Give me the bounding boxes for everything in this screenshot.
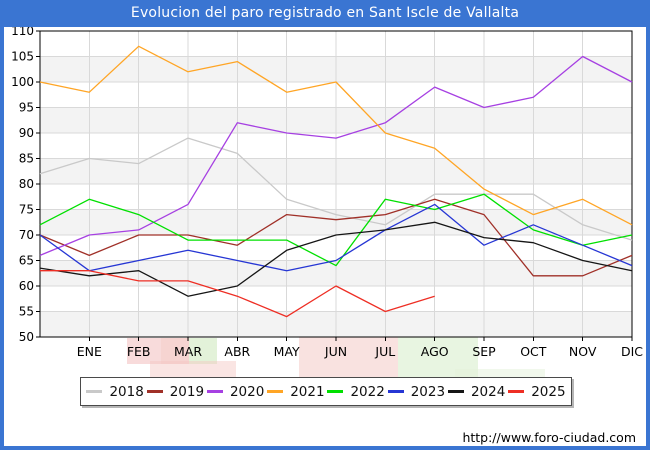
- legend-label-2025: 2025: [531, 383, 566, 400]
- y-axis-label: 60: [19, 279, 34, 293]
- x-axis-label: DIC: [621, 344, 643, 359]
- y-axis-label: 55: [19, 305, 34, 319]
- legend-item-2021: 2021: [267, 383, 325, 400]
- watermark-patch: [299, 337, 398, 378]
- series-line-2025: [40, 270, 435, 318]
- footer-url[interactable]: http://www.foro-ciudad.com: [462, 430, 636, 445]
- x-axis-label: FEB: [127, 344, 151, 359]
- legend-swatch-2024: [447, 390, 464, 393]
- legend-item-2025: 2025: [508, 383, 566, 400]
- x-axis-label: SEP: [472, 344, 496, 359]
- legend-label-2018: 2018: [109, 383, 144, 400]
- y-axis-label: 95: [19, 101, 34, 115]
- y-axis-label: 85: [19, 152, 34, 166]
- legend-swatch-2022: [327, 390, 344, 393]
- x-axis-label: JUN: [324, 344, 347, 359]
- series-line-2022: [39, 193, 633, 267]
- x-axis-label: ENE: [77, 344, 102, 359]
- watermark-patch: [161, 338, 189, 364]
- series-line-2024: [39, 221, 633, 297]
- legend-item-2020: 2020: [206, 383, 265, 400]
- legend-label-2020: 2020: [229, 383, 265, 400]
- series-line-2023: [39, 203, 633, 272]
- y-axis-label: 100: [11, 75, 34, 89]
- legend-swatch-2025: [508, 390, 525, 393]
- legend-swatch-2021: [267, 390, 284, 393]
- legend-swatch-2018: [86, 390, 103, 393]
- x-axis-label: OCT: [520, 344, 547, 359]
- legend-item-2019: 2019: [146, 383, 205, 400]
- title-bar: Evolucion del paro registrado en Sant Is…: [0, 0, 650, 27]
- series-line-2021: [39, 45, 633, 226]
- legend-label-2021: 2021: [290, 383, 325, 400]
- legend-label-2023: 2023: [410, 383, 446, 400]
- x-axis-label: JUL: [374, 344, 395, 359]
- legend-label-2024: 2024: [470, 383, 506, 400]
- watermark-patch: [189, 338, 217, 364]
- legend-label-2019: 2019: [169, 383, 205, 400]
- y-axis-label: 110: [11, 24, 34, 38]
- x-axis-label: NOV: [569, 344, 597, 359]
- y-axis-label: 50: [19, 330, 34, 344]
- watermark-patch: [127, 338, 161, 364]
- series-line-2018: [39, 137, 633, 241]
- chart-title: Evolucion del paro registrado en Sant Is…: [130, 5, 520, 21]
- watermark-patch: [455, 369, 545, 378]
- x-axis-label: ABR: [224, 344, 250, 359]
- legend-swatch-2019: [146, 390, 163, 393]
- legend-item-2022: 2022: [327, 383, 385, 400]
- series-line-2020: [39, 55, 633, 257]
- legend-item-2018: 2018: [86, 383, 144, 400]
- legend-swatch-2020: [206, 390, 223, 393]
- series-line-2019: [39, 198, 633, 277]
- x-axis-label: AGO: [421, 344, 449, 359]
- x-axis-label: MAR: [174, 344, 202, 359]
- legend-item-2023: 2023: [387, 383, 446, 400]
- legend-item-2024: 2024: [447, 383, 506, 400]
- y-axis-label: 75: [19, 203, 34, 217]
- y-axis-label: 70: [19, 228, 34, 242]
- y-axis-label: 80: [19, 177, 34, 191]
- legend-swatch-2023: [387, 390, 404, 393]
- y-axis-label: 65: [19, 254, 34, 268]
- legend: 2018 2019 2020 2021 2022 2023 2024 2025: [80, 377, 572, 406]
- x-axis-label: MAY: [274, 344, 300, 359]
- y-axis-label: 90: [19, 126, 34, 140]
- legend-label-2022: 2022: [350, 383, 385, 400]
- watermark-patch: [150, 361, 236, 378]
- y-axis-label: 105: [11, 50, 34, 64]
